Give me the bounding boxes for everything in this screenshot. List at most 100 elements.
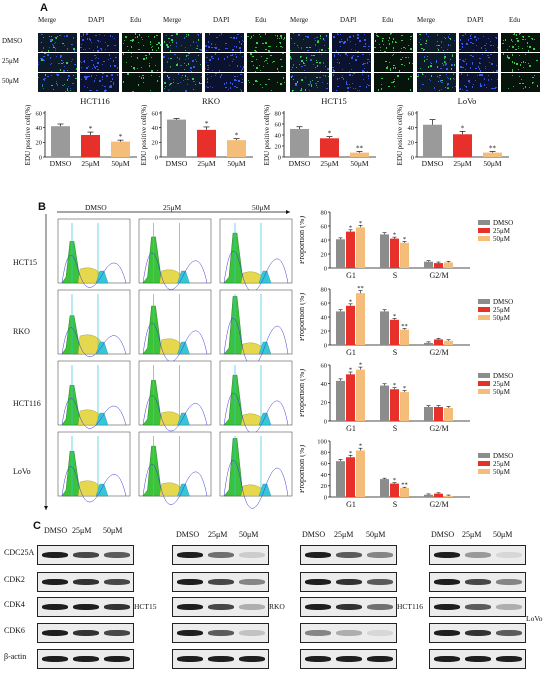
cycle-x-tick-label: G2/M	[429, 271, 448, 280]
edu-bar	[483, 152, 502, 157]
g2-peak	[258, 341, 272, 355]
blot-band	[465, 579, 491, 585]
legend-label: DMSO	[493, 372, 513, 380]
blot-band	[42, 656, 68, 662]
edu-y-tick-label: 0	[155, 154, 158, 161]
micrograph-image	[122, 33, 161, 52]
edu-significance: *	[119, 133, 123, 141]
legend-label: DMSO	[493, 298, 513, 306]
micrograph-image	[163, 73, 202, 92]
edu-bar	[350, 152, 369, 157]
cycle-y-tick-label: 20	[321, 483, 328, 490]
cycle-x-tick-label: G2/M	[429, 424, 448, 433]
cycle-y-tick-label: 40	[321, 472, 328, 479]
micro-column-header: DAPI	[213, 16, 230, 24]
flow-histogram	[57, 360, 131, 429]
blot-strip	[172, 597, 269, 617]
edu-bar	[423, 124, 442, 157]
blot-band	[208, 604, 234, 610]
blot-band	[305, 630, 331, 636]
edu-bar	[197, 129, 216, 157]
blot-band	[465, 656, 491, 662]
blot-column-header: 25μM	[208, 530, 228, 539]
micrograph-image	[417, 33, 456, 52]
blot-band	[434, 656, 460, 662]
legend-label: 50μM	[493, 314, 511, 322]
micro-column-header: Edu	[382, 16, 394, 24]
edu-y-axis-label: EDU positive cell(%)	[263, 104, 271, 165]
blot-band	[73, 604, 99, 610]
cycle-significance: *	[359, 220, 362, 227]
cycle-bar	[336, 461, 345, 497]
edu-y-tick-label: 20	[152, 140, 159, 147]
flow-histogram	[57, 431, 131, 503]
edu-y-tick-label: 40	[408, 125, 415, 132]
cycle-y-tick-label: 60	[321, 461, 328, 468]
edu-bar	[320, 138, 339, 157]
blot-band	[367, 656, 393, 662]
cycle-y-tick-label: 100	[317, 438, 327, 445]
flow-histogram	[219, 360, 293, 434]
cycle-x-tick-label: G1	[346, 348, 356, 357]
blot-band	[239, 579, 265, 585]
cycle-y-tick-label: 80	[321, 209, 328, 216]
blot-strip	[429, 623, 526, 643]
blot-band	[104, 552, 130, 558]
flow-histogram	[57, 289, 131, 357]
cycle-y-tick-label: 80	[321, 286, 328, 293]
legend-swatch	[478, 461, 490, 466]
blot-band	[177, 604, 203, 610]
blot-band	[336, 579, 362, 585]
edu-x-tick-label: 50μM	[483, 159, 502, 168]
edu-significance: **	[489, 145, 497, 153]
cycle-bar	[380, 311, 389, 345]
blot-column-header: 25μM	[334, 530, 354, 539]
micrograph-image	[205, 53, 244, 72]
cycle-significance: *	[349, 224, 352, 231]
micro-column-header: Merge	[417, 16, 436, 24]
edu-chart: HCT15 EDU positive cell(%) 0 20 40 60 80 DMSO * 2…	[263, 96, 376, 168]
legend-swatch	[478, 373, 490, 378]
cycle-bar	[400, 329, 409, 345]
edu-x-tick-label: 50μM	[350, 159, 369, 168]
blot-strip	[37, 545, 134, 565]
cycle-bar	[444, 407, 453, 421]
blot-column-header: DMSO	[431, 530, 455, 539]
edu-significance: *	[205, 120, 209, 128]
cycle-x-tick-label: G1	[346, 500, 356, 509]
cycle-x-tick-label: G2/M	[429, 348, 448, 357]
blot-band	[208, 630, 234, 636]
micrograph-image	[38, 73, 77, 92]
micro-column-header: Merge	[290, 16, 309, 24]
blot-band	[305, 552, 331, 558]
micrograph-image	[374, 33, 413, 52]
flow-histogram	[57, 218, 131, 288]
micrograph-image	[247, 73, 286, 92]
cycle-significance: **	[401, 482, 408, 489]
cycle-bar	[424, 261, 433, 268]
micro-column-header: Merge	[38, 16, 57, 24]
edu-significance: *	[328, 130, 332, 138]
blot-band	[465, 630, 491, 636]
micro-column-header: Edu	[130, 16, 142, 24]
flow-row-label: HCT15	[13, 258, 37, 267]
edu-chart: HCT116 EDU positive cell(%) 0 20 40 60 DMSO * 25…	[24, 96, 137, 168]
blot-band	[434, 552, 460, 558]
blot-band	[73, 579, 99, 585]
edu-bar	[290, 128, 309, 157]
cycle-bar	[336, 380, 345, 421]
legend-swatch	[478, 389, 490, 394]
cycle-bar	[434, 339, 443, 345]
micrograph-image	[80, 53, 119, 72]
g2-peak	[95, 341, 109, 355]
blot-band	[239, 656, 265, 662]
cycle-y-tick-label: 20	[321, 251, 328, 258]
flow-histogram	[138, 218, 212, 290]
blot-column-header: 50μM	[239, 530, 259, 539]
fit-curve	[142, 463, 208, 505]
micrograph-image	[122, 73, 161, 92]
cycle-significance: *	[403, 236, 406, 243]
cycle-significance: *	[393, 382, 396, 389]
micrograph-image	[501, 73, 540, 92]
legend-label: DMSO	[493, 219, 513, 227]
